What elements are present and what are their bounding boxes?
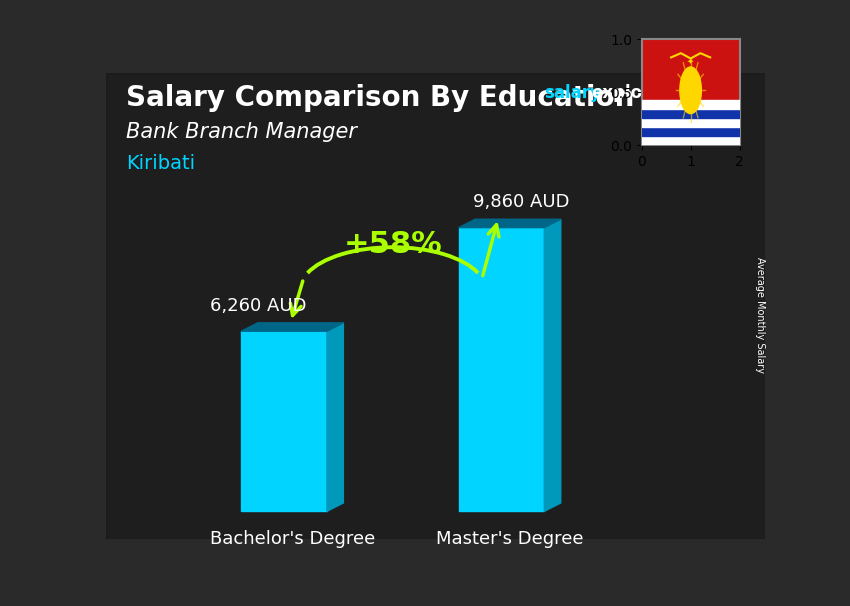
Text: +58%: +58% [343, 230, 442, 259]
Text: salary: salary [544, 84, 601, 102]
Text: ✦: ✦ [687, 56, 694, 65]
Bar [642, 118, 740, 127]
Text: Master's Degree: Master's Degree [436, 530, 583, 548]
Bar [642, 109, 740, 118]
Polygon shape [241, 323, 343, 331]
Text: Bachelor's Degree: Bachelor's Degree [210, 530, 375, 548]
Text: Kiribati: Kiribati [126, 155, 196, 173]
Bar [642, 39, 740, 101]
Bar [642, 101, 740, 109]
Bar [241, 331, 327, 511]
Text: explorer.com: explorer.com [592, 84, 713, 102]
Text: Average Monthly Salary: Average Monthly Salary [756, 258, 765, 373]
Polygon shape [544, 219, 561, 511]
Bar [642, 127, 740, 136]
Text: Salary Comparison By Education: Salary Comparison By Education [126, 84, 634, 112]
Bar [642, 136, 740, 145]
Circle shape [680, 67, 701, 114]
Text: 9,860 AUD: 9,860 AUD [473, 193, 570, 211]
Text: Bank Branch Manager: Bank Branch Manager [126, 122, 357, 142]
Bar [459, 228, 544, 511]
Text: 6,260 AUD: 6,260 AUD [209, 297, 306, 315]
Polygon shape [327, 323, 343, 511]
Polygon shape [459, 219, 561, 228]
Bar [642, 101, 740, 145]
